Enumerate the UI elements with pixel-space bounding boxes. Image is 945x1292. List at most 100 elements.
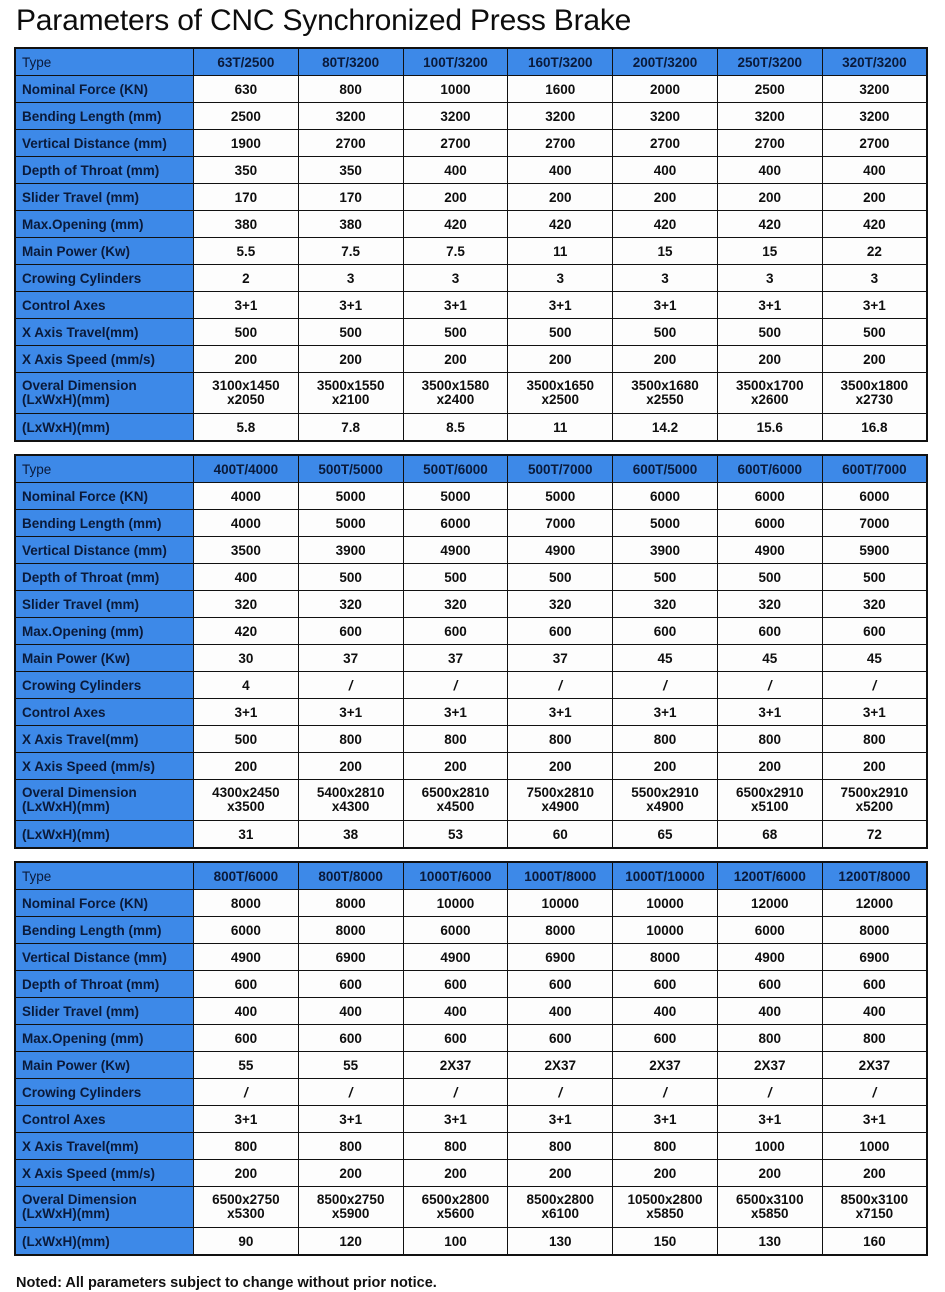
table-cell: 10000 [612,889,718,917]
row-label: X Axis Speed (mm/s) [14,1159,194,1187]
dimension-lwh: 6500x2810 [421,785,490,800]
table-cell: 400 [821,997,928,1025]
table-cell: 200 [612,183,718,211]
table-cell: 8000 [193,889,299,917]
row-label: Vertical Distance (mm) [14,943,194,971]
table-cell: 3+1 [507,1105,614,1133]
table-cell: 8.5 [402,413,509,442]
table-cell: 200 [297,345,404,373]
table-cell: 6000 [402,509,509,537]
table-cell: 600 [716,970,823,998]
dimension-lwh: 3500x1550 [316,378,385,393]
table-row: Main Power (Kw) 30 37 37 37 45 45 45 [14,644,928,672]
row-label: Crowing Cylinders [14,264,194,292]
model-header-cell: 160T/3200 [507,47,614,76]
table-cell: 5000 [507,482,614,510]
table-cell: 3+1 [821,698,928,726]
table-cell: 8000 [821,916,928,944]
table-row-overall-dimension: Overal Dimension (LxWxH)(mm) 4300x2450 x350… [14,779,928,821]
row-label: Main Power (Kw) [14,644,194,672]
table-cell: 200 [402,345,509,373]
table-cell: 600 [193,970,299,998]
table-cell: 170 [297,183,404,211]
page-title: Parameters of CNC Synchronized Press Bra… [16,4,632,37]
dimension-height: x2050 [227,392,265,407]
row-label: Max.Opening (mm) [14,617,194,645]
table-cell: 3+1 [402,1105,509,1133]
table-cell: 3+1 [297,698,404,726]
table-cell: 600 [507,1024,614,1052]
table-cell: 2X37 [507,1051,614,1079]
table-cell: 3+1 [716,1105,823,1133]
table-cell: 500 [716,318,823,346]
table-cell: / [716,671,823,699]
table-cell: 600 [193,1024,299,1052]
table-cell: 2500 [193,102,299,130]
table-cell: 200 [297,752,404,780]
table-cell: 90 [193,1227,299,1256]
table-cell: 200 [716,345,823,373]
dimension-lwh: 3500x1580 [421,378,490,393]
table-cell: 11 [507,237,614,265]
row-label: Control Axes [14,291,194,319]
table-cell: 8500x2800 x6100 [507,1186,614,1228]
table-cell: 5000 [612,509,718,537]
table-cell: 800 [507,725,614,753]
dimension-lwh: 3100x1450 [212,378,280,393]
table-cell: 6500x2800 x5600 [402,1186,509,1228]
table-cell: 45 [612,644,718,672]
table-cell: / [612,671,718,699]
table-cell: 3500 [193,536,299,564]
row-label: Main Power (Kw) [14,1051,194,1079]
table-cell: 3500x1650 x2500 [507,372,614,414]
table-cell: / [612,1078,718,1106]
table-cell: 500 [612,318,718,346]
table-cell: / [507,671,614,699]
dimension-height: x4500 [436,799,475,814]
table-cell: 3 [612,264,718,292]
table-cell: 800 [612,725,718,753]
dimension-height: x2550 [646,392,684,407]
table-cell: 6000 [716,509,823,537]
row-label: Main Power (Kw) [14,237,194,265]
table-cell: 3200 [821,102,928,130]
table-cell: 2 [193,264,299,292]
table-cell: 600 [297,1024,404,1052]
table-cell: 500 [821,563,928,591]
table-cell: 37 [297,644,404,672]
not-applicable-mark: / [244,1084,248,1100]
table-cell: 200 [821,752,928,780]
model-header-cell: 320T/3200 [821,47,928,76]
not-applicable-mark: / [872,1084,877,1100]
not-applicable-mark: / [663,1084,667,1100]
table-cell: 600 [402,970,509,998]
table-cell: 500 [193,318,299,346]
table-cell: 45 [821,644,928,672]
table-cell: 72 [821,820,928,849]
row-label: Overal Dimension (LxWxH)(mm) [14,1186,194,1228]
not-applicable-mark: / [453,677,458,693]
table-row: Nominal Force (KN) 8000 8000 10000 10000 1000… [14,889,928,917]
table-row: Slider Travel (mm) 170 170 200 200 200 200 200 [14,183,928,211]
table-cell: 320 [193,590,299,618]
model-header-cell: 1200T/8000 [821,861,928,890]
table-cell: 630 [193,75,299,103]
table-row: X Axis Travel(mm) 500 800 800 800 800 800 800 [14,725,928,753]
table-cell: 200 [402,752,509,780]
table-cell: 400 [507,156,614,184]
table-cell: 7.5 [297,237,404,265]
dimension-height: x6100 [541,1206,579,1221]
table-cell: 7000 [507,509,614,537]
table-row: Bending Length (mm) 4000 5000 6000 7000 5000 6… [14,509,928,537]
table-cell: 600 [821,970,928,998]
table-cell: / [507,1078,614,1106]
dimension-lwh: 3500x1650 [526,378,595,393]
model-header-cell: 1000T/10000 [612,861,718,890]
table-cell: 3500x1680 x2550 [612,372,718,414]
table-cell: 5500x2910 x4900 [612,779,718,821]
table-cell: 400 [402,997,509,1025]
table-cell: 200 [402,1159,509,1187]
table-cell: 8000 [507,916,614,944]
table-cell: / [821,671,928,699]
